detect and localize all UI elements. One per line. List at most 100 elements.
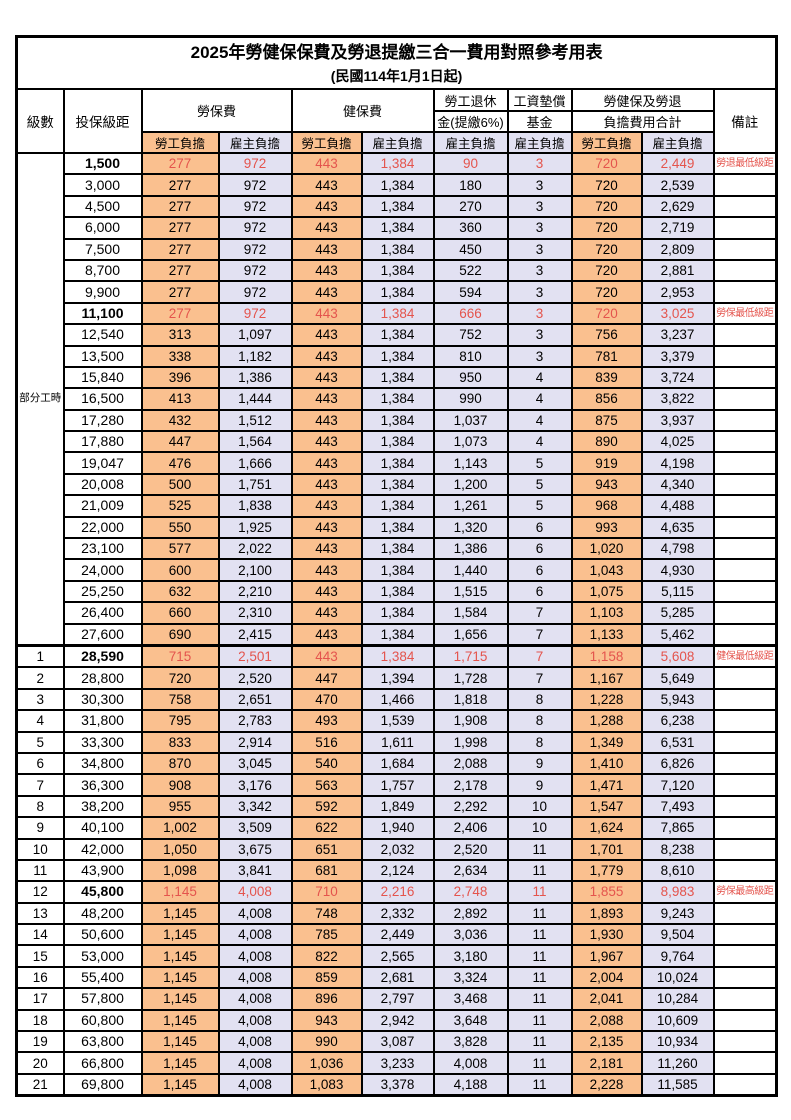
labor-employer-cell: 972 bbox=[217, 258, 293, 283]
level-cell: 18 bbox=[15, 1008, 65, 1033]
labor-employee-cell: 1,145 bbox=[140, 965, 220, 990]
total-employer-cell: 5,115 bbox=[640, 579, 715, 604]
health-employee-cell: 516 bbox=[290, 730, 363, 754]
health-employer-cell: 2,565 bbox=[360, 944, 435, 968]
wage-fund-employer-cell: 11 bbox=[506, 1008, 573, 1033]
total-employer-cell: 4,488 bbox=[640, 494, 715, 518]
remark-cell: 勞退最低級距 bbox=[712, 151, 778, 176]
subheader-total-employee: 勞工負擔 bbox=[570, 131, 643, 154]
table-row: 5 33,300 833 2,914 516 1,611 1,998 8 1,349 6,531 bbox=[15, 730, 778, 754]
labor-employee-cell: 447 bbox=[140, 430, 220, 454]
table-row: 19,047 476 1,666 443 1,384 1,143 5 919 4,198 bbox=[17, 451, 778, 475]
total-employee-cell: 890 bbox=[570, 430, 643, 454]
level-cell: 1 bbox=[15, 643, 65, 669]
salary-bracket-cell: 6,000 bbox=[62, 216, 143, 240]
labor-employee-cell: 1,145 bbox=[140, 1051, 220, 1075]
health-employee-cell: 443 bbox=[290, 643, 363, 669]
wage-fund-employer-cell: 11 bbox=[506, 923, 573, 947]
health-employer-cell: 1,757 bbox=[360, 773, 435, 797]
remark-cell bbox=[712, 365, 778, 390]
labor-employee-cell: 1,145 bbox=[140, 944, 220, 968]
labor-employee-cell: 1,145 bbox=[140, 901, 220, 926]
salary-bracket-cell: 3,000 bbox=[62, 173, 143, 197]
wage-fund-employer-cell: 7 bbox=[506, 622, 573, 647]
col-header-wage-fund-line1: 工資墊償 bbox=[506, 88, 573, 112]
level-cell: 10 bbox=[15, 837, 65, 861]
level-cell: 5 bbox=[15, 730, 65, 754]
health-employer-cell: 1,384 bbox=[360, 451, 435, 475]
pension-employer-cell: 2,178 bbox=[432, 773, 509, 797]
wage-fund-employer-cell: 11 bbox=[506, 880, 573, 904]
remark-cell bbox=[712, 944, 778, 968]
labor-employer-cell: 4,008 bbox=[217, 965, 293, 990]
remark-cell bbox=[712, 1051, 778, 1075]
salary-bracket-cell: 12,540 bbox=[62, 323, 143, 347]
pension-employer-cell: 666 bbox=[432, 301, 509, 326]
remark-cell bbox=[712, 258, 778, 283]
table-row: 13,500 338 1,182 443 1,384 810 3 781 3,379 bbox=[17, 344, 778, 368]
pension-employer-cell: 594 bbox=[432, 280, 509, 304]
health-employee-cell: 443 bbox=[290, 173, 363, 197]
labor-employee-cell: 870 bbox=[140, 751, 220, 776]
health-employer-cell: 1,384 bbox=[360, 643, 435, 669]
total-employee-cell: 1,967 bbox=[570, 944, 643, 968]
remark-cell bbox=[712, 816, 778, 840]
total-employer-cell: 8,983 bbox=[640, 880, 715, 904]
labor-employee-cell: 476 bbox=[140, 451, 220, 475]
pension-employer-cell: 1,908 bbox=[432, 709, 509, 733]
health-employee-cell: 651 bbox=[290, 837, 363, 861]
remark-cell bbox=[712, 687, 778, 712]
level-cell: 12 bbox=[15, 880, 65, 904]
salary-bracket-cell: 63,800 bbox=[62, 1029, 143, 1054]
salary-bracket-cell: 27,600 bbox=[62, 622, 143, 647]
total-employee-cell: 720 bbox=[570, 216, 643, 240]
health-employer-cell: 2,216 bbox=[360, 880, 435, 904]
table-row: 22,000 550 1,925 443 1,384 1,320 6 993 4,635 bbox=[17, 515, 778, 540]
table-row: 24,000 600 2,100 443 1,384 1,440 6 1,043 4,930 bbox=[17, 558, 778, 582]
labor-employer-cell: 1,097 bbox=[217, 323, 293, 347]
labor-employer-cell: 1,386 bbox=[217, 365, 293, 390]
level-cell: 14 bbox=[15, 923, 65, 947]
table-row: 17 57,800 1,145 4,008 896 2,797 3,468 11 2,041 10… bbox=[15, 987, 778, 1011]
health-employer-cell: 1,384 bbox=[360, 344, 435, 368]
remark-cell bbox=[712, 730, 778, 754]
pension-employer-cell: 1,320 bbox=[432, 515, 509, 540]
total-employer-cell: 5,943 bbox=[640, 687, 715, 712]
labor-employer-cell: 1,925 bbox=[217, 515, 293, 540]
total-employer-cell: 7,493 bbox=[640, 794, 715, 819]
total-employee-cell: 919 bbox=[570, 451, 643, 475]
salary-bracket-cell: 17,880 bbox=[62, 430, 143, 454]
health-employer-cell: 1,384 bbox=[360, 301, 435, 326]
total-employer-cell: 7,120 bbox=[640, 773, 715, 797]
pension-employer-cell: 1,728 bbox=[432, 666, 509, 690]
remark-cell: 勞保最高級距 bbox=[712, 880, 778, 904]
labor-employer-cell: 1,512 bbox=[217, 408, 293, 433]
table-row: 7,500 277 972 443 1,384 450 3 720 2,809 bbox=[17, 237, 778, 261]
health-employee-cell: 990 bbox=[290, 1029, 363, 1054]
pension-employer-cell: 1,656 bbox=[432, 622, 509, 647]
labor-employer-cell: 3,675 bbox=[217, 837, 293, 861]
pension-employer-cell: 1,386 bbox=[432, 537, 509, 561]
col-header-salary-bracket: 投保級距 bbox=[62, 88, 143, 154]
col-header-health-insurance: 健保費 bbox=[290, 88, 435, 133]
health-employee-cell: 1,036 bbox=[290, 1051, 363, 1075]
labor-employer-cell: 972 bbox=[217, 194, 293, 219]
total-employee-cell: 1,228 bbox=[570, 687, 643, 712]
salary-bracket-cell: 9,900 bbox=[62, 280, 143, 304]
salary-bracket-cell: 16,500 bbox=[62, 387, 143, 411]
wage-fund-employer-cell: 3 bbox=[506, 258, 573, 283]
wage-fund-employer-cell: 11 bbox=[506, 987, 573, 1011]
labor-employer-cell: 3,509 bbox=[217, 816, 293, 840]
pension-employer-cell: 1,584 bbox=[432, 601, 509, 625]
total-employer-cell: 10,024 bbox=[640, 965, 715, 990]
health-employee-cell: 443 bbox=[290, 194, 363, 219]
table-row: 20,008 500 1,751 443 1,384 1,200 5 943 4,340 bbox=[17, 472, 778, 497]
col-header-pension-line1: 勞工退休 bbox=[432, 88, 509, 112]
table-row: 2 28,800 720 2,520 447 1,394 1,728 7 1,167 5,649 bbox=[15, 666, 778, 690]
health-employee-cell: 592 bbox=[290, 794, 363, 819]
labor-employer-cell: 2,210 bbox=[217, 579, 293, 604]
labor-employer-cell: 2,783 bbox=[217, 709, 293, 733]
header-row-1: 級數 投保級距 勞保費 健保費 勞工退休 工資墊償 勞健保及勞退 備註 bbox=[15, 88, 778, 154]
total-employer-cell: 4,930 bbox=[640, 558, 715, 582]
health-employee-cell: 447 bbox=[290, 666, 363, 690]
